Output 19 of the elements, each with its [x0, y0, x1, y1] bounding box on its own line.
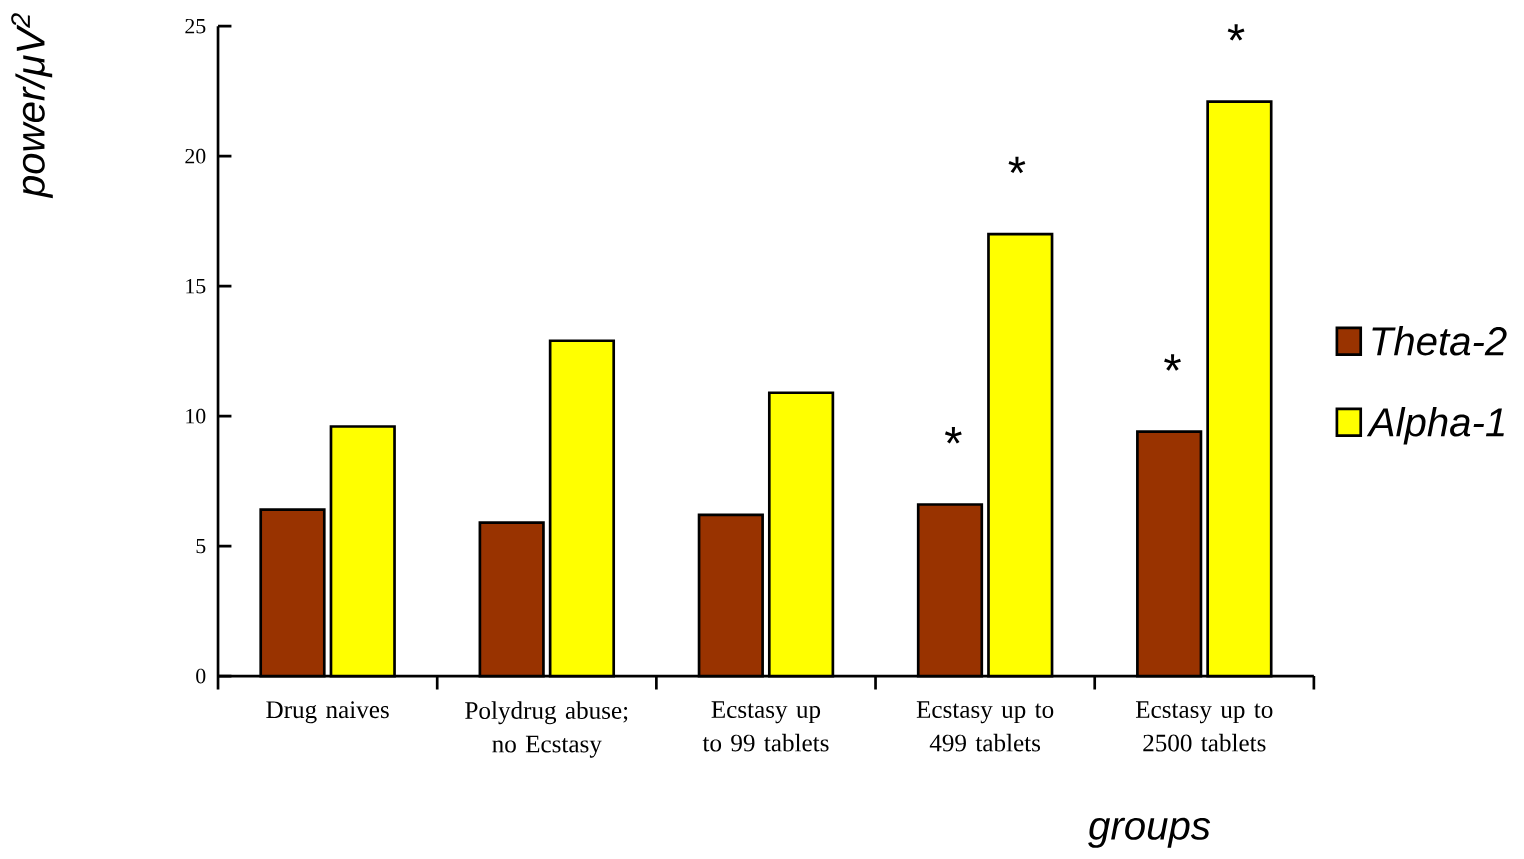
y-tick-label: 5 — [196, 538, 206, 554]
legend-label: Alpha-1 — [1366, 407, 1504, 445]
y-tick-label: 20 — [185, 148, 206, 164]
x-axis-title: groups — [1088, 817, 1211, 848]
x-tick-label: Ecstasy up to 99 tablets — [702, 701, 829, 752]
y-tick-label: 25 — [185, 18, 206, 34]
annotation: * — [1227, 24, 1245, 41]
legend-label: Theta-2 — [1372, 326, 1507, 356]
annotation: * — [944, 427, 962, 444]
y-tick-label: 10 — [186, 408, 206, 424]
y-tick-label: 0 — [196, 668, 206, 684]
x-tick-label: Polydrug abuse; no Ecstasy — [465, 701, 628, 758]
annotation: * — [1164, 354, 1181, 371]
y-tick-label: 15 — [186, 278, 206, 294]
y-axis-title: power/μV$^{2}$ — [11, 13, 53, 199]
annotation: * — [1008, 156, 1026, 174]
x-tick-label: Ecstasy up to 499 tablets — [916, 701, 1054, 752]
x-tick-label: Ecstasy up to 2500 tablets — [1135, 701, 1273, 752]
x-tick-label: Drug naives — [266, 701, 389, 724]
